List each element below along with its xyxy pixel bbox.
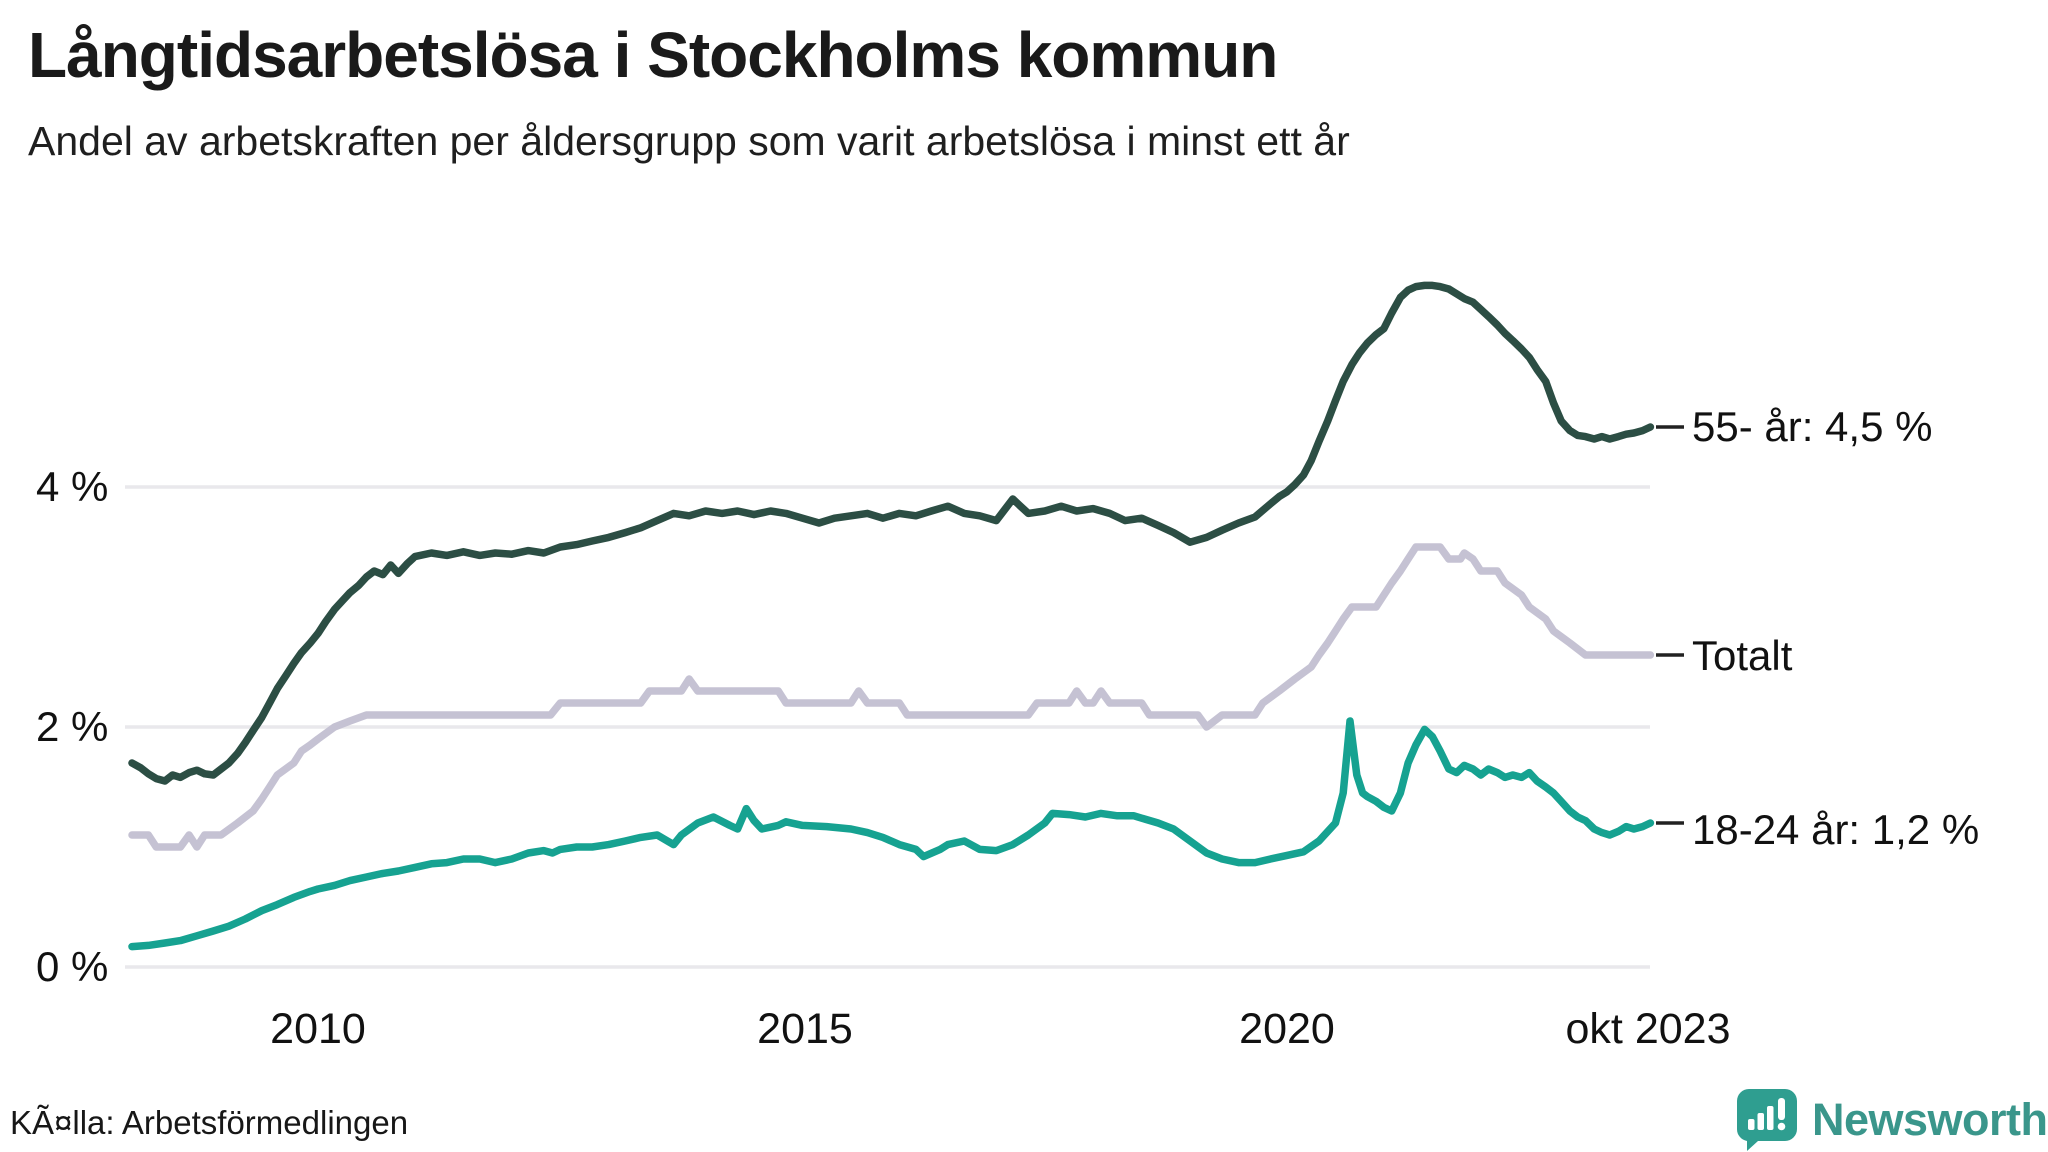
series-end-label-totalt: Totalt — [1692, 632, 1793, 679]
newsworthy-logo-icon — [1737, 1089, 1797, 1151]
series-lines — [128, 281, 1655, 951]
series-end-label-18-24: 18-24 år: 1,2 % — [1692, 806, 1980, 853]
logo-exclamation-dot — [1777, 1122, 1786, 1131]
source-caption: KÃ¤lla: Arbetsförmedlingen — [10, 1104, 409, 1141]
x-axis-label-2010: 2010 — [270, 1005, 366, 1053]
logo-exclamation-bar — [1778, 1098, 1785, 1120]
series-line-18-24-r — [128, 717, 1655, 951]
x-axis-label-2020: 2020 — [1239, 1005, 1335, 1053]
page-subtitle: Andel av arbetskraften per åldersgrupp s… — [28, 118, 1350, 164]
page-title: Långtidsarbetslösa i Stockholms kommun — [28, 19, 1278, 91]
x-axis-label-okt-2023: okt 2023 — [1565, 1005, 1731, 1053]
gridlines — [125, 485, 1650, 969]
logo-bar-2 — [1757, 1113, 1764, 1130]
series-end-label-55: 55- år: 4,5 % — [1692, 403, 1933, 450]
series-line-totalt — [128, 543, 1655, 851]
series-line-55-r — [128, 281, 1655, 785]
x-axis-label-2015: 2015 — [757, 1005, 853, 1053]
y-axis-label-0: 0 % — [36, 943, 109, 990]
series-end-ticks — [1656, 425, 1684, 825]
newsworthy-logo: Newsworthy — [1736, 1088, 2048, 1152]
y-axis-label-4: 4 % — [36, 463, 109, 510]
y-axis-label-2: 2 % — [36, 703, 109, 750]
newsworthy-logo-text: Newsworthy — [1812, 1094, 2048, 1145]
logo-bar-1 — [1748, 1119, 1755, 1130]
logo-bar-3 — [1767, 1106, 1774, 1130]
